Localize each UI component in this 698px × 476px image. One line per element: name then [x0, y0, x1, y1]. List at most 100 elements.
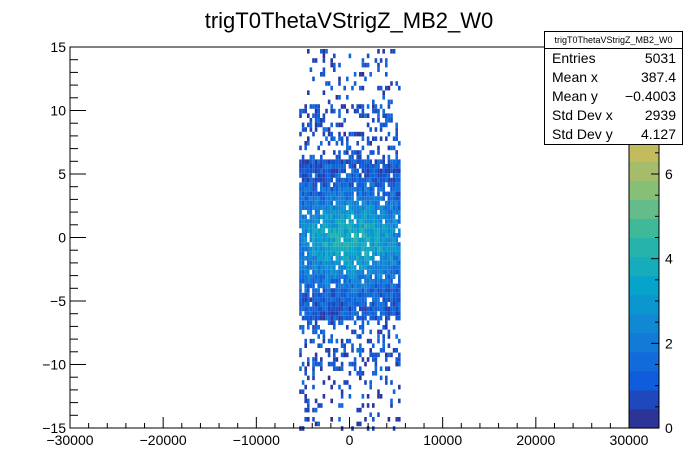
stats-title: trigT0ThetaVStrigZ_MB2_W0	[545, 32, 682, 49]
heatmap-cell	[301, 297, 305, 302]
heatmap-cell	[299, 187, 302, 192]
heatmap-cell	[382, 214, 385, 220]
heatmap-cell	[392, 177, 396, 183]
heatmap-cell	[361, 242, 365, 247]
heatmap-cell	[366, 265, 370, 270]
heatmap-cell	[325, 315, 328, 321]
heatmap-cell	[346, 283, 349, 289]
heatmap-cell	[390, 352, 393, 358]
heatmap-cell	[369, 233, 372, 238]
heatmap-cell	[312, 219, 315, 224]
heatmap-cell	[390, 200, 393, 206]
heatmap-cell	[374, 306, 378, 312]
heatmap-cell	[377, 164, 380, 169]
heatmap-cell	[343, 311, 346, 316]
heatmap-cell	[307, 49, 310, 54]
heatmap-cell	[338, 62, 341, 68]
heatmap-cell	[372, 136, 375, 141]
heatmap-cell	[364, 292, 367, 298]
heatmap-cell	[385, 214, 388, 220]
heatmap-cell	[330, 58, 333, 63]
heatmap-cell	[338, 269, 341, 275]
heatmap-cell	[372, 200, 375, 206]
heatmap-cell	[366, 228, 370, 233]
heatmap-cell	[309, 251, 313, 256]
heatmap-cell	[314, 219, 318, 224]
heatmap-cell	[301, 237, 305, 243]
heatmap-cell	[348, 191, 352, 197]
heatmap-cell	[312, 242, 315, 247]
heatmap-cell	[343, 256, 346, 261]
heatmap-cell	[312, 113, 315, 118]
heatmap-cell	[320, 200, 323, 206]
heatmap-cell	[327, 246, 331, 252]
heatmap-cell	[314, 214, 318, 220]
heatmap-cell	[333, 168, 336, 174]
heatmap-cell	[374, 205, 378, 210]
heatmap-cell	[309, 233, 313, 238]
heatmap-cell	[390, 398, 393, 404]
heatmap-cell	[330, 269, 333, 275]
heatmap-cell	[314, 302, 318, 307]
heatmap-cell	[330, 338, 333, 344]
heatmap-cell	[377, 279, 380, 284]
heatmap-cell	[309, 260, 313, 266]
heatmap-cell	[330, 104, 333, 109]
heatmap-cell	[364, 187, 367, 192]
heatmap-cell	[314, 237, 318, 243]
heatmap-cell	[340, 168, 344, 174]
heatmap-cell	[322, 173, 326, 178]
heatmap-cell	[398, 177, 401, 183]
heatmap-cell	[366, 187, 370, 192]
heatmap-cell	[390, 205, 393, 210]
heatmap-cell	[361, 58, 365, 63]
heatmap-cell	[320, 274, 323, 279]
heatmap-cell	[307, 357, 310, 362]
heatmap-cell	[356, 131, 359, 137]
heatmap-cell	[304, 200, 307, 206]
heatmap-cell	[307, 269, 310, 275]
heatmap-cell	[359, 421, 362, 427]
heatmap-cell	[299, 265, 302, 270]
palette-band	[629, 313, 659, 334]
heatmap-cell	[369, 141, 372, 146]
heatmap-cell	[320, 49, 323, 54]
heatmap-cell	[309, 127, 313, 132]
heatmap-cell	[320, 228, 323, 233]
heatmap-cell	[392, 288, 396, 293]
heatmap-cell	[372, 315, 375, 321]
heatmap-cell	[327, 173, 331, 178]
heatmap-cell	[346, 76, 349, 82]
heatmap-cell	[387, 366, 391, 371]
heatmap-cell	[340, 164, 344, 169]
heatmap-cell	[312, 256, 315, 261]
heatmap-cell	[390, 274, 393, 279]
heatmap-cell	[356, 168, 359, 174]
heatmap-cell	[312, 191, 315, 197]
heatmap-cell	[309, 315, 313, 321]
heatmap-cell	[335, 228, 339, 233]
heatmap-cell	[307, 159, 310, 164]
heatmap-cell	[382, 108, 385, 114]
heatmap-cell	[385, 118, 388, 123]
heatmap-cell	[369, 205, 372, 210]
heatmap-cell	[312, 329, 315, 335]
heatmap-cell	[353, 173, 357, 178]
heatmap-cell	[322, 49, 326, 54]
heatmap-cell	[374, 371, 378, 376]
heatmap-cell	[343, 85, 346, 91]
heatmap-cell	[364, 246, 367, 252]
palette-band	[629, 142, 659, 162]
heatmap-cell	[379, 237, 383, 243]
heatmap-cell	[372, 196, 375, 201]
heatmap-cell	[356, 283, 359, 289]
heatmap-cell	[335, 256, 339, 261]
palette-band	[629, 218, 659, 239]
heatmap-cell	[392, 302, 396, 307]
heatmap-cell	[299, 196, 302, 201]
heatmap-cell	[333, 380, 336, 385]
heatmap-cell	[382, 260, 385, 266]
heatmap-cell	[382, 223, 385, 229]
heatmap-cell	[372, 260, 375, 266]
heatmap-cell	[299, 200, 302, 206]
